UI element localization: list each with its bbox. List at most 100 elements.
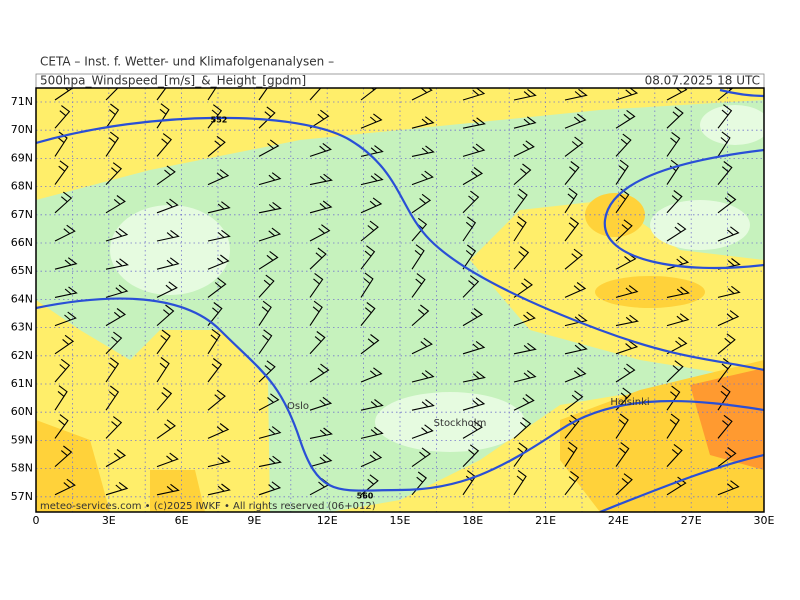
wind-barb — [513, 88, 537, 101]
field-orange — [36, 420, 110, 512]
wind-barb — [717, 480, 740, 496]
field-pale — [110, 205, 230, 295]
wind-barb — [666, 131, 681, 157]
wind-barb — [564, 136, 584, 157]
wind-barb — [156, 165, 176, 186]
wind-barb — [54, 160, 69, 185]
wind-barb — [54, 224, 76, 242]
field-green — [36, 100, 764, 512]
wind-barb — [513, 246, 530, 270]
height-contour — [603, 148, 764, 270]
wind-barb — [769, 418, 786, 439]
wind-barb — [207, 455, 231, 468]
wind-barb — [207, 201, 231, 214]
wind-barb — [615, 340, 639, 355]
wind-barb — [564, 187, 578, 214]
wind-barb — [769, 197, 789, 213]
wind-barb — [666, 222, 687, 242]
lat-label: 57N — [11, 490, 33, 503]
wind-barb — [717, 226, 740, 242]
wind-barb — [666, 443, 683, 467]
graticule — [36, 88, 764, 512]
wind-barb — [615, 159, 629, 185]
wind-barb — [411, 424, 434, 439]
wind-barb — [309, 109, 330, 129]
wind-barb — [309, 454, 333, 468]
wind-barb — [666, 313, 690, 327]
lat-label: 71N — [11, 95, 33, 108]
wind-barb — [156, 133, 172, 157]
wind-barb — [513, 116, 537, 129]
wind-barb — [156, 257, 180, 270]
wind-barb — [411, 399, 435, 411]
wind-barb — [156, 329, 171, 355]
lat-label: 67N — [11, 208, 33, 221]
wind-barb — [309, 272, 324, 298]
lat-label: 64N — [11, 292, 33, 305]
contour-label: 560 — [357, 492, 374, 501]
wind-barb — [207, 483, 231, 496]
wind-barb — [666, 336, 688, 355]
wind-barb — [769, 484, 790, 495]
wind-barb — [105, 385, 120, 411]
wind-barb — [309, 88, 322, 101]
wind-barb — [462, 340, 486, 355]
lat-label: 60N — [11, 405, 33, 418]
wind-barb — [207, 358, 223, 383]
wind-barb — [717, 446, 737, 468]
wind-barb — [207, 229, 231, 242]
wind-barb — [258, 300, 272, 326]
lon-label: 12E — [317, 514, 338, 527]
wind-barb — [54, 286, 78, 298]
wind-barb — [564, 217, 580, 242]
lon-label: 15E — [390, 514, 411, 527]
wind-barb — [54, 311, 77, 327]
wind-barb — [769, 451, 789, 467]
wind-barb — [156, 304, 175, 327]
lat-label: 61N — [11, 377, 33, 390]
wind-barb — [411, 447, 431, 468]
wind-barb — [717, 310, 740, 327]
wind-barb — [462, 397, 486, 411]
lon-label: 0 — [33, 514, 40, 527]
wind-barb — [462, 444, 480, 467]
wind-barb — [54, 131, 68, 157]
wind-barb — [769, 259, 791, 270]
wind-barb — [769, 358, 781, 383]
wind-barb — [615, 285, 639, 298]
valid-time: 08.07.2025 18 UTC — [645, 74, 760, 88]
wind-barb — [258, 360, 276, 383]
wind-barb — [156, 103, 170, 129]
wind-barb — [156, 281, 178, 298]
wind-barb — [717, 161, 733, 185]
map-frame — [35, 87, 765, 513]
wind-barb — [411, 193, 432, 214]
wind-barb — [309, 224, 331, 242]
wind-barb — [717, 104, 733, 129]
height-contour — [36, 116, 764, 372]
wind-barb — [105, 449, 126, 468]
wind-barb — [462, 167, 483, 186]
wind-barb — [769, 104, 781, 129]
wind-barb — [513, 311, 536, 327]
wind-barb — [54, 334, 75, 355]
contour-label: 552 — [211, 116, 228, 125]
product-title: 500hpa_Windspeed_[m/s]_&_Height_[gpdm] — [40, 74, 306, 88]
wind-barb — [411, 244, 425, 270]
wind-barb — [717, 193, 737, 214]
wind-barb — [564, 441, 578, 467]
wind-barb — [207, 302, 223, 326]
wind-barb — [105, 308, 126, 327]
wind-barb — [360, 220, 379, 242]
wind-barb — [462, 420, 483, 439]
height-contour — [719, 88, 764, 98]
lon-label: 21E — [535, 514, 556, 527]
institute-title: CETA – Inst. f. Wetter- und Klimafolgena… — [40, 55, 334, 69]
lon-label: 30E — [754, 514, 775, 527]
wind-barbs — [54, 88, 791, 496]
wind-barb — [156, 198, 179, 214]
wind-barb — [769, 307, 787, 326]
wind-barb — [309, 142, 332, 157]
wind-barb — [411, 116, 435, 129]
